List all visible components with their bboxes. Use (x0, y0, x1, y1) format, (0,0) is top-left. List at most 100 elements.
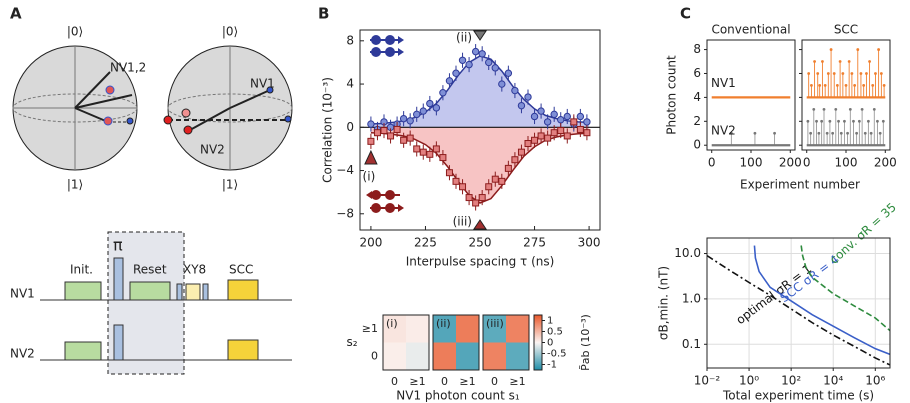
data-point (465, 194, 473, 202)
colorbar-tick-label: 0.5 (547, 327, 563, 338)
y-tick-label: 10.0 (674, 246, 701, 260)
stem-marker (820, 119, 824, 123)
data-point (478, 50, 486, 58)
stem-marker (881, 119, 885, 123)
panel-tag: (iii) (486, 317, 504, 330)
y-axis-label: s₂ (346, 335, 357, 349)
stem-marker (882, 84, 886, 87)
x-tick-label: ≥1 (509, 375, 525, 388)
data-point (498, 80, 506, 88)
stem-marker (834, 107, 838, 111)
stem-marker (809, 131, 813, 135)
stem-marker (853, 84, 857, 87)
data-point (393, 125, 401, 133)
stem-marker (829, 48, 833, 51)
data-point (504, 69, 513, 77)
stem-marker (879, 72, 883, 75)
stem-marker (872, 107, 876, 111)
colorbar (533, 314, 543, 371)
data-point (432, 104, 441, 112)
colorbar-tick-label: -1 (547, 360, 557, 371)
heatmap-cell (456, 315, 479, 343)
ket-label: |0⟩ (67, 25, 83, 39)
data-point (550, 110, 558, 119)
stem-marker (863, 131, 867, 135)
stem-marker (850, 72, 854, 75)
data-point (570, 118, 578, 126)
x-tick-label: 100 (835, 156, 858, 170)
stem-marker (837, 119, 840, 123)
stem-marker (865, 72, 868, 75)
data-point (530, 112, 539, 121)
stem-marker (859, 72, 863, 75)
colorbar-label: P̃ab (10⁻³) (579, 314, 592, 371)
data-point (563, 112, 571, 121)
x-tick-label: 200 (874, 156, 897, 170)
data-point (544, 134, 552, 142)
data-point (517, 101, 526, 110)
sphere-label: NV2 (200, 143, 225, 157)
sphere-label: NV1 (250, 77, 275, 91)
panel-label: B (318, 5, 329, 23)
stem-marker (810, 84, 813, 87)
data-point (380, 127, 388, 135)
pulse-label: XY8 (183, 263, 206, 277)
stem-marker (825, 131, 829, 135)
data-point (426, 99, 434, 108)
stem-marker (848, 107, 852, 111)
marker-triangle (364, 149, 378, 165)
data-point (557, 127, 565, 135)
data-point (537, 107, 545, 115)
stem-marker (753, 131, 757, 135)
data-point (583, 129, 591, 137)
data-point (511, 156, 519, 164)
stem-marker (876, 119, 879, 123)
stem-marker (817, 131, 821, 135)
x-axis-label: Experiment number (740, 178, 860, 192)
stem-marker (847, 60, 851, 63)
sphere-label: NV1,2 (110, 61, 146, 75)
y-tick-label: 0 (371, 349, 378, 362)
y-tick-label: 0 (346, 120, 354, 134)
curve (753, 245, 891, 356)
x-tick-label: ≥1 (409, 375, 425, 388)
y-tick-label: 6 (693, 66, 701, 80)
stem-marker (856, 48, 860, 51)
y-tick-label: 4 (693, 90, 701, 104)
ket-label: |1⟩ (222, 178, 238, 192)
stem-marker (844, 84, 848, 87)
annotation: (iii) (453, 215, 472, 229)
x-tick-label: 0 (803, 156, 811, 170)
stem-marker (878, 131, 882, 135)
x-tick-label: 0 (441, 375, 448, 388)
panel-title: SCC (834, 23, 858, 37)
pulse-label: Init. (70, 263, 93, 277)
colorbar-tick-label: 1 (547, 316, 553, 327)
heatmap-cell (483, 342, 506, 370)
stem-marker (823, 84, 827, 87)
row-label: NV2 (10, 347, 35, 361)
heatmap-cell (383, 315, 406, 343)
y-tick-label: 0 (693, 138, 701, 152)
data-point (524, 93, 532, 101)
data-point (459, 183, 467, 191)
heatmap-cell (506, 342, 529, 370)
heatmap-cell (506, 315, 529, 343)
data-point (452, 69, 460, 77)
y-tick-label: 4 (346, 77, 354, 91)
marker-triangle (473, 30, 487, 41)
data-point (419, 148, 427, 156)
x-axis-label: Total experiment time (s) (722, 389, 874, 403)
data-point (576, 112, 585, 121)
ket-label: |0⟩ (222, 25, 238, 39)
bloch-sphere (12, 45, 138, 171)
plot-frame (706, 237, 891, 369)
stem-marker (855, 131, 859, 135)
data-point (557, 116, 565, 124)
stem-marker (869, 131, 873, 135)
curve (706, 254, 891, 366)
data-point (537, 132, 545, 140)
curve (800, 245, 891, 332)
annotation: (i) (363, 170, 376, 184)
y-tick-label: −8 (336, 206, 354, 220)
